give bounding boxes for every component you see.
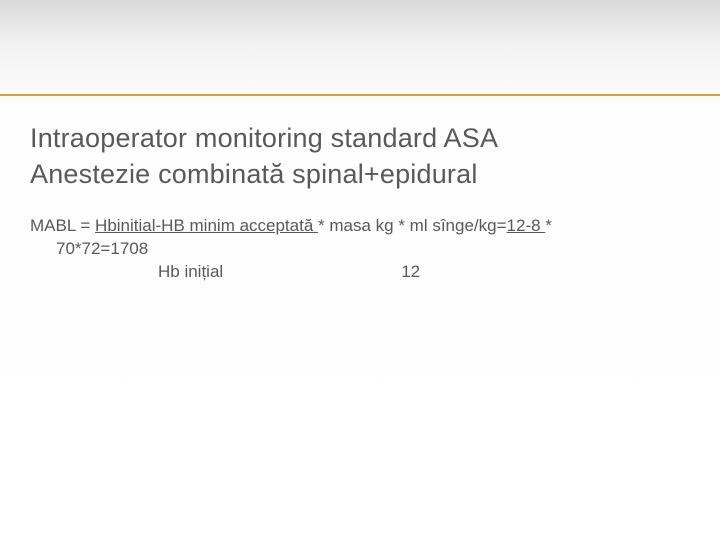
header-rule [0,94,720,96]
content-block: Intraoperator monitoring standard ASA An… [30,120,690,284]
hb-line: Hb inițial 12 [30,261,690,284]
heading-line-1: Intraoperator monitoring standard ASA [30,120,690,156]
mabl-underline-2: 12-8 [507,216,546,235]
hb-value: 12 [401,262,420,281]
slide: Intraoperator monitoring standard ASA An… [0,0,720,540]
mabl-line-1: MABL = Hbinitial-HB minim acceptată * ma… [30,215,690,238]
mabl-mid: * masa kg * ml sînge/kg= [318,216,507,235]
hb-label: Hb inițial [158,262,223,281]
mabl-formula: MABL = Hbinitial-HB minim acceptată * ma… [30,215,690,284]
heading-line-2: Anestezie combinată spinal+epidural [30,156,690,192]
mabl-line-2: 70*72=1708 [30,238,690,261]
mabl-underline-1: Hbinitial-HB minim acceptată [95,216,318,235]
mabl-prefix: MABL = [30,216,95,235]
mabl-tail: * [545,216,552,235]
